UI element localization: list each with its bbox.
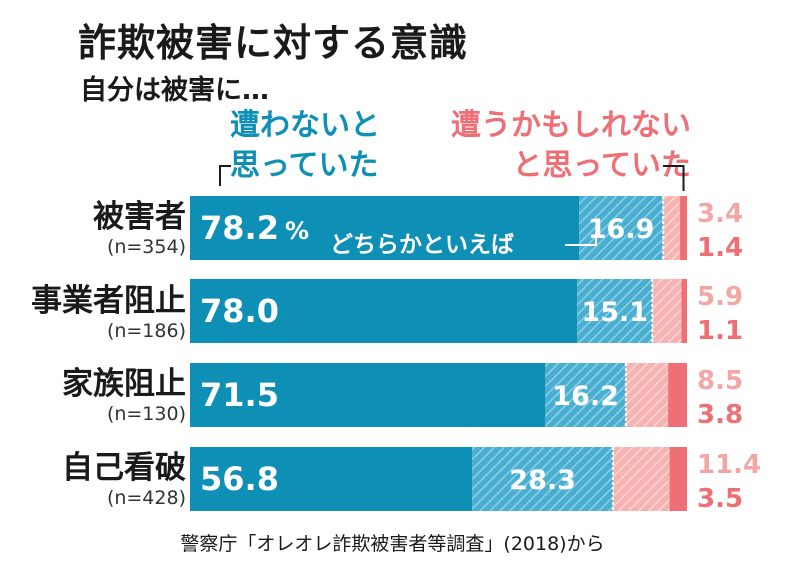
bar-segment-not-expected: [190, 196, 580, 260]
legend-expected: 遭うかもしれない と思っていた: [436, 106, 691, 186]
somewhat-leader-line: [565, 232, 597, 246]
row-label-2: 家族阻止 (n=130): [0, 366, 186, 426]
sample-size-label: (n=186): [106, 320, 186, 342]
bar-segment-expected: [681, 279, 687, 343]
legend-leader-lines: [219, 165, 685, 246]
bar-segment-expected: [680, 196, 687, 260]
value-label-expected: 3.8: [697, 400, 743, 430]
category-label: 家族阻止: [62, 366, 186, 402]
row-label-1: 事業者阻止 (n=186): [0, 283, 186, 343]
sample-size-label: (n=130): [106, 403, 186, 425]
value-label-expected: 1.1: [697, 316, 743, 346]
legend-not-expected-line2: 思っていた: [230, 148, 379, 183]
bars-group: [190, 196, 687, 511]
value-label-expected: 3.5: [697, 484, 743, 514]
legend-not-expected-line1: 遭わないと: [230, 108, 380, 143]
value-label-somewhat-expected: 3.4: [697, 199, 743, 229]
value-label-not-expected: 71.5: [200, 376, 279, 414]
legend-not-expected: 遭わないと 思っていた: [230, 106, 380, 186]
bar-segment-somewhat-not-expected: [579, 196, 664, 260]
bar-segment-somewhat-not-expected: [545, 363, 626, 427]
source-credit: 警察庁「オレオレ詐欺被害者等調査」(2018)から: [180, 533, 605, 555]
bar-segment-somewhat-expected: [612, 447, 670, 511]
row-label-3: 自己看破 (n=428): [0, 450, 186, 510]
legend-left-bracket: [219, 165, 231, 186]
bar-segment-somewhat-expected: [652, 279, 682, 343]
value-label-not-expected: 78.2%: [200, 209, 309, 247]
category-label: 事業者阻止: [31, 283, 186, 319]
value-label-somewhat-not-expected: 16.9: [588, 214, 655, 245]
chart-subtitle: 自分は被害に…: [80, 75, 269, 106]
value-label-not-expected: 56.8: [200, 460, 279, 498]
bar-value-labels: 78.2% 16.9 3.4 1.4 78.0 15.1 5.9 1.1 71.5 16.2 8.5…: [200, 199, 761, 514]
sample-size-label: (n=428): [106, 487, 186, 509]
bar-segment-somewhat-expected: [625, 363, 669, 427]
category-label: 自己看破: [62, 450, 186, 486]
bar-segment-expected: [668, 363, 687, 427]
bar-segment-expected: [669, 447, 687, 511]
legend-right-bracket: [663, 165, 685, 191]
value-label-somewhat-not-expected: 15.1: [581, 297, 648, 328]
somewhat-note: どちらかといえば: [330, 232, 514, 258]
bar-segment-somewhat-expected: [663, 196, 681, 260]
value-label-somewhat-not-expected: 28.3: [509, 465, 576, 496]
percent-unit: %: [285, 217, 309, 245]
value-label-somewhat-expected: 5.9: [697, 282, 743, 312]
bar-segment-somewhat-not-expected: [472, 447, 613, 511]
legend-expected-line1: 遭うかもしれない: [451, 108, 691, 143]
value-label-somewhat-expected: 11.4: [697, 450, 761, 480]
value-label-somewhat-not-expected: 16.2: [552, 381, 619, 412]
value-label-somewhat-expected: 8.5: [697, 366, 743, 396]
category-label: 被害者: [93, 199, 186, 235]
bar-segment-not-expected: [190, 447, 473, 511]
bar-segment-somewhat-not-expected: [577, 279, 653, 343]
row-label-0: 被害者 (n=354): [0, 199, 186, 259]
legend-expected-line2: と思っていた: [512, 148, 692, 183]
value-label-expected: 1.4: [697, 233, 743, 263]
bar-segment-not-expected: [190, 279, 578, 343]
chart-title: 詐欺被害に対する意識: [78, 21, 469, 65]
value-label-not-expected: 78.0: [200, 292, 279, 330]
bar-segment-not-expected: [190, 363, 546, 427]
sample-size-label: (n=354): [106, 236, 186, 258]
